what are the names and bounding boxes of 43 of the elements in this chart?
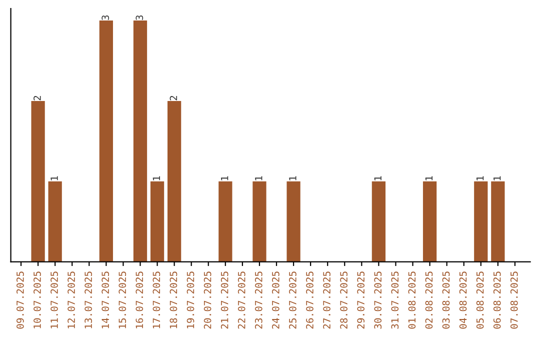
x-tick-label: 29.07.2025 xyxy=(357,272,365,329)
x-tick-label: 14.07.2025 xyxy=(102,272,110,328)
x-tick-label: 10.07.2025 xyxy=(34,272,41,328)
data-label: 2 xyxy=(170,96,178,100)
data-label: 1 xyxy=(50,176,58,180)
data-label: 1 xyxy=(152,176,160,180)
x-tick-label: 25.07.2025 xyxy=(289,272,296,329)
x-tick-label: 20.07.2025 xyxy=(204,272,212,329)
data-label: 3 xyxy=(136,15,144,20)
x-tick-label: 27.07.2025 xyxy=(323,272,330,329)
x-tick-label: 21.07.2025 xyxy=(220,272,228,329)
data-label: 1 xyxy=(425,176,432,180)
x-tick-label: 28.07.2025 xyxy=(340,272,348,329)
x-tick-label: 15.07.2025 xyxy=(118,272,126,328)
data-label: 2 xyxy=(34,96,41,100)
x-tick-label: 05.08.2025 xyxy=(476,272,484,329)
x-tick-label: 11.07.2025 xyxy=(50,272,58,328)
x-tick-label: 03.08.2025 xyxy=(442,272,450,329)
x-tick-label: 30.07.2025 xyxy=(374,272,382,329)
x-tick-label: 13.07.2025 xyxy=(84,272,92,328)
x-tick-label: 31.07.2025 xyxy=(391,272,399,329)
x-tick-label: 19.07.2025 xyxy=(186,272,194,328)
x-tick-label: 01.08.2025 xyxy=(408,272,416,329)
x-tick-label: 09.07.2025 xyxy=(16,272,24,329)
x-tick-label: 12.07.2025 xyxy=(68,272,75,328)
x-tick-label: 04.08.2025 xyxy=(459,272,467,329)
x-tick-label: 18.07.2025 xyxy=(170,272,178,328)
x-tick-label: 17.07.2025 xyxy=(152,272,160,328)
data-label: 3 xyxy=(102,15,110,20)
data-label: 1 xyxy=(494,176,501,180)
x-tick-label: 06.08.2025 xyxy=(493,272,501,329)
x-tick-label: 16.07.2025 xyxy=(136,272,144,328)
x-tick-label: 02.08.2025 xyxy=(425,272,433,329)
x-tick-label: 23.07.2025 xyxy=(254,272,262,329)
x-tick-label: 24.07.2025 xyxy=(272,272,280,329)
data-label: 1 xyxy=(255,176,262,180)
data-label: 1 xyxy=(289,176,296,180)
data-label: 1 xyxy=(221,176,228,180)
x-tick-label: 26.07.2025 xyxy=(306,272,314,329)
x-tick-label: 22.07.2025 xyxy=(238,272,246,329)
data-label: 1 xyxy=(476,176,484,180)
x-tick-label: 07.08.2025 xyxy=(510,272,518,329)
data-label: 1 xyxy=(374,176,382,180)
